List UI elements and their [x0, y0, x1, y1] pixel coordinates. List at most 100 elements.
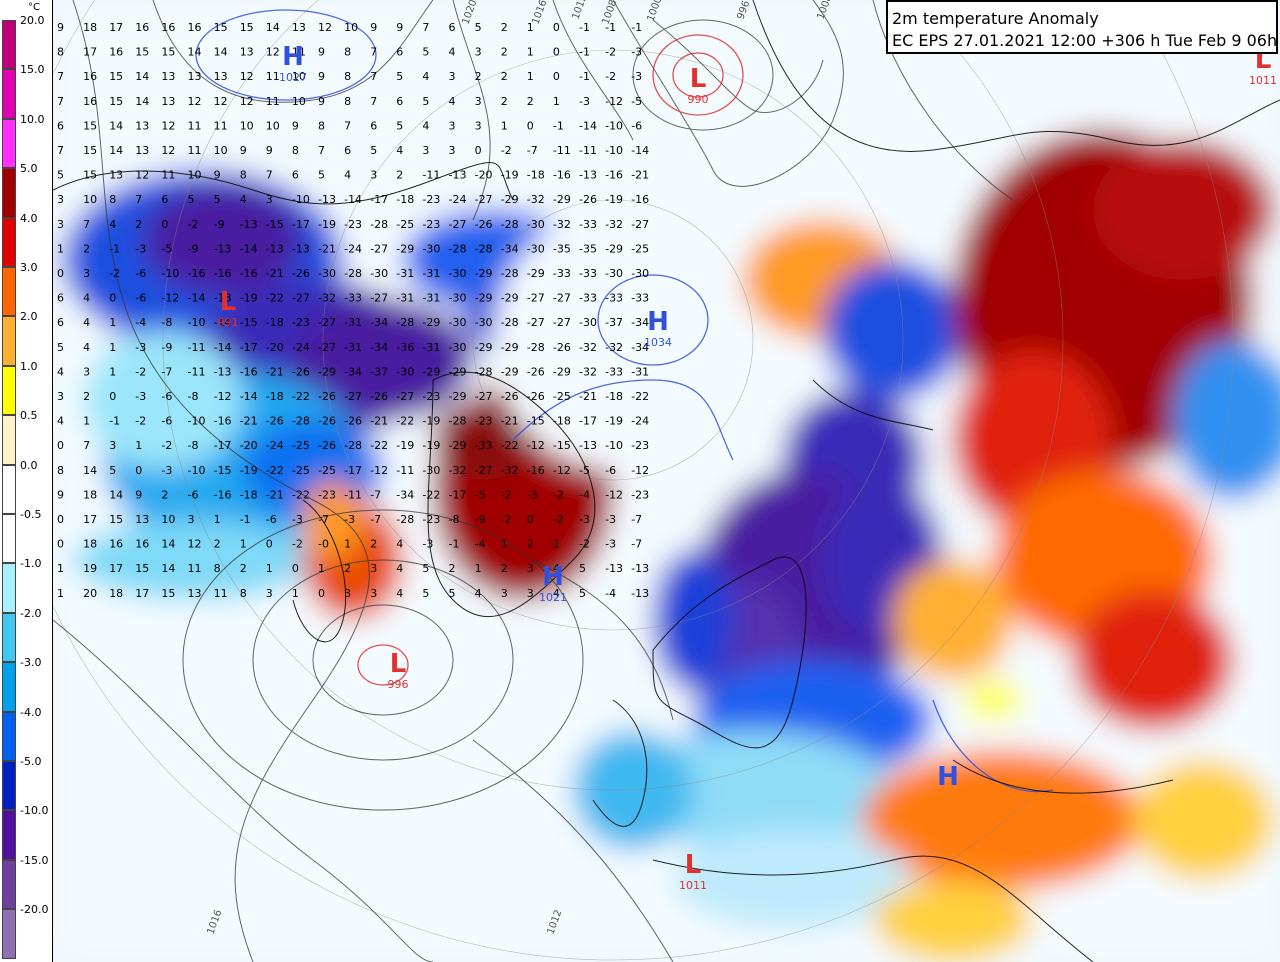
grid-value: -27	[527, 316, 545, 329]
legend-swatch	[2, 365, 16, 416]
grid-value: -28	[449, 415, 467, 428]
grid-value: -13	[579, 169, 597, 182]
grid-value: 3	[57, 218, 64, 231]
grid-value: -32	[579, 365, 597, 378]
grid-value: -21	[266, 365, 284, 378]
grid-value: 16	[109, 46, 123, 59]
grid-value: -10	[605, 439, 623, 452]
grid-value: -35	[579, 242, 597, 255]
grid-value: 10	[240, 119, 254, 132]
grid-value: -7	[161, 365, 172, 378]
grid-value: -19	[422, 439, 440, 452]
grid-value: -33	[605, 365, 623, 378]
pressure-value: 991	[218, 316, 239, 329]
grid-value: -3	[605, 513, 616, 526]
grid-value: 3	[449, 70, 456, 83]
grid-value: 13	[188, 70, 202, 83]
grid-value: -33	[605, 292, 623, 305]
grid-value: 3	[109, 439, 116, 452]
grid-value: -31	[422, 267, 440, 280]
grid-value: -3	[422, 538, 433, 551]
grid-value: 7	[422, 21, 429, 34]
grid-value: 15	[240, 21, 254, 34]
grid-value: 3	[475, 46, 482, 59]
grid-value: 0	[553, 21, 560, 34]
grid-value: -22	[370, 439, 388, 452]
grid-value: 12	[240, 95, 254, 108]
grid-value: -6	[631, 119, 642, 132]
grid-value: -2	[135, 365, 146, 378]
grid-value: -8	[188, 390, 199, 403]
grid-value: -19	[605, 193, 623, 206]
grid-value: -34	[370, 316, 388, 329]
grid-value: -28	[396, 316, 414, 329]
grid-value: 3	[188, 513, 195, 526]
grid-value: -10	[188, 415, 206, 428]
grid-value: -21	[266, 488, 284, 501]
grid-value: 2	[501, 46, 508, 59]
grid-value: -6	[161, 415, 172, 428]
grid-value: -32	[579, 341, 597, 354]
grid-value: -27	[344, 390, 362, 403]
grid-value: 4	[475, 587, 482, 600]
grid-value: -26	[292, 365, 310, 378]
grid-value: 4	[240, 193, 247, 206]
grid-value: -20	[240, 439, 258, 452]
grid-value: 6	[57, 316, 64, 329]
grid-value: 4	[553, 562, 560, 575]
grid-value: -12	[553, 464, 571, 477]
low-pressure-marker: L	[390, 649, 407, 679]
grid-value: -10	[188, 464, 206, 477]
grid-value: 18	[109, 587, 123, 600]
grid-value: 2	[135, 218, 142, 231]
grid-value: -26	[553, 341, 571, 354]
legend-tick-label: 10.0	[20, 112, 45, 126]
grid-value: -6	[161, 390, 172, 403]
grid-value: -31	[396, 267, 414, 280]
grid-value: -18	[553, 415, 571, 428]
grid-value: -30	[422, 464, 440, 477]
grid-value: 0	[292, 562, 299, 575]
grid-value: 1	[501, 538, 508, 551]
grid-value: -23	[292, 316, 310, 329]
grid-value: 8	[240, 587, 247, 600]
grid-value: 1	[135, 439, 142, 452]
grid-value: 1	[83, 415, 90, 428]
legend-swatch	[2, 168, 16, 218]
legend-tick-label: 3.0	[20, 261, 38, 274]
grid-value: -19	[605, 415, 623, 428]
grid-value: 4	[449, 46, 456, 59]
grid-value: -24	[449, 193, 467, 206]
legend-swatch	[2, 217, 16, 267]
grid-value: 13	[292, 21, 306, 34]
grid-value: -33	[631, 292, 649, 305]
grid-value: 2	[475, 70, 482, 83]
grid-value: -0	[318, 538, 329, 551]
grid-value: 0	[109, 390, 116, 403]
grid-value: -3	[292, 513, 303, 526]
grid-value: -28	[396, 513, 414, 526]
grid-value: 8	[344, 95, 351, 108]
coastlines	[53, 0, 1280, 962]
grid-value: 16	[83, 95, 97, 108]
grid-value: -5	[579, 464, 590, 477]
grid-value: 17	[83, 46, 97, 59]
grid-value: -19	[396, 439, 414, 452]
grid-value: -3	[344, 513, 355, 526]
grid-value: 8	[57, 464, 64, 477]
legend-swatch	[2, 267, 16, 317]
grid-value: 3	[527, 587, 534, 600]
grid-value: 2	[83, 242, 90, 255]
grid-value: -35	[553, 242, 571, 255]
grid-value: -1	[631, 21, 642, 34]
grid-value: 11	[188, 562, 202, 575]
grid-value: 14	[188, 46, 202, 59]
grid-value: 6	[161, 193, 168, 206]
grid-value: -27	[475, 193, 493, 206]
grid-value: 9	[292, 119, 299, 132]
grid-value: 12	[318, 21, 332, 34]
grid-value: 9	[214, 169, 221, 182]
grid-value: -14	[344, 193, 362, 206]
grid-value: 6	[292, 169, 299, 182]
grid-value: -14	[214, 341, 232, 354]
